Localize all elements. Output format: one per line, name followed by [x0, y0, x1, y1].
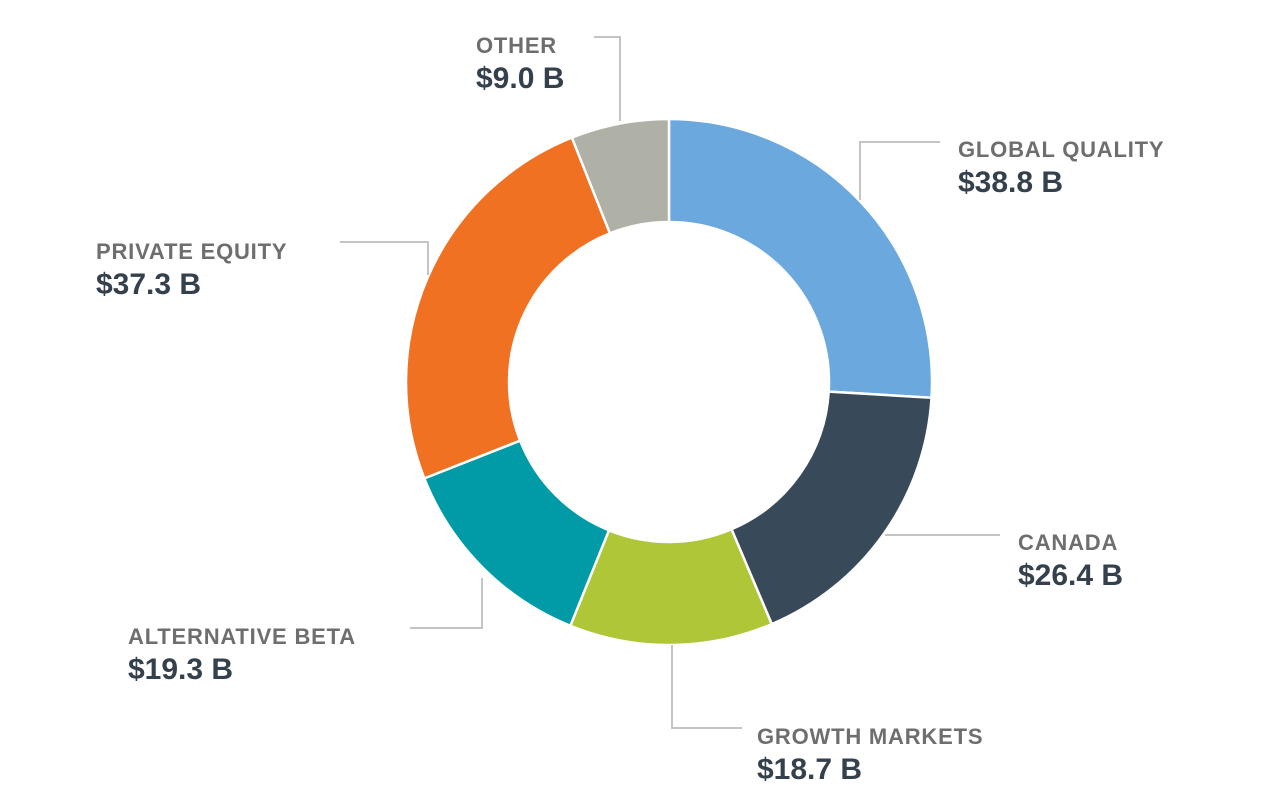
leader-line-growth-markets [671, 645, 742, 729]
leader-line-other [594, 36, 621, 121]
slice-label: PRIVATE EQUITY [96, 239, 288, 264]
slice-value: $9.0 B [476, 62, 565, 95]
leader-line-global-quality [859, 141, 940, 200]
label-other: OTHER $9.0 B [476, 33, 564, 97]
slice-value: $19.3 B [128, 653, 234, 686]
slice-label: ALTERNATIVE BETA [128, 624, 356, 649]
slice-label: CANADA [1018, 530, 1119, 555]
label-private-equity: PRIVATE EQUITY $37.3 B [96, 239, 287, 303]
slice-value: $37.3 B [96, 268, 202, 301]
slice-value: $26.4 B [1018, 559, 1124, 592]
slice-label: GLOBAL QUALITY [958, 137, 1165, 162]
slice-value: $38.8 B [958, 166, 1064, 199]
slice-canada [729, 390, 933, 626]
slice-global-quality [667, 117, 934, 400]
leader-line-private-equity [340, 241, 429, 275]
label-alternative-beta: ALTERNATIVE BETA $19.3 B [128, 624, 356, 688]
leader-line-alternative-beta [410, 578, 483, 629]
label-growth-markets: GROWTH MARKETS $18.7 B [757, 724, 983, 788]
slice-label: OTHER [476, 33, 557, 58]
slice-other [570, 117, 671, 235]
label-canada: CANADA $26.4 B [1018, 530, 1123, 594]
slice-private-equity [404, 135, 612, 480]
slice-label: GROWTH MARKETS [757, 724, 984, 749]
label-global-quality: GLOBAL QUALITY $38.8 B [958, 137, 1164, 201]
slice-value: $18.7 B [757, 753, 863, 786]
